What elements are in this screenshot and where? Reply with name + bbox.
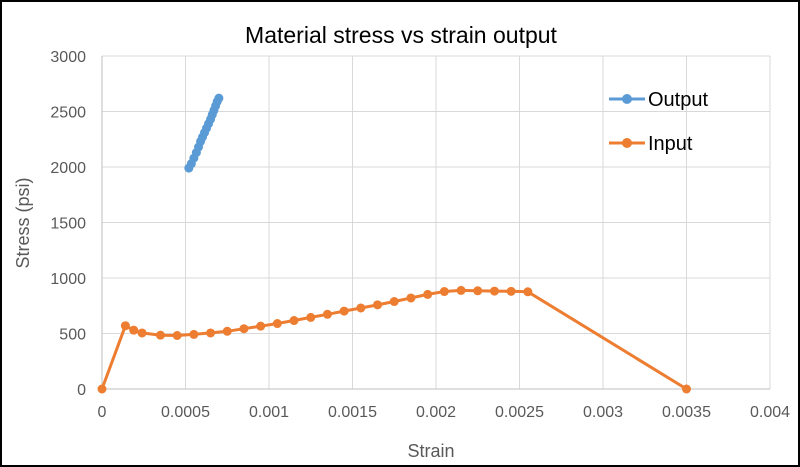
data-point-input: [506, 286, 516, 296]
y-axis-label: Stress (psi): [13, 177, 33, 268]
y-tick-label: 1500: [50, 216, 86, 233]
data-point-input: [473, 286, 483, 296]
data-point-input: [373, 300, 383, 310]
data-point-input: [339, 306, 349, 316]
legend-label: Input: [648, 133, 693, 155]
data-point-input: [172, 330, 182, 340]
data-point-input: [239, 324, 249, 334]
data-point-input: [256, 321, 266, 331]
legend-marker-swatch: [622, 94, 632, 104]
x-tick-label: 0.0035: [662, 404, 711, 421]
x-tick-label: 0.002: [416, 404, 456, 421]
legend-item-input: Input: [609, 133, 693, 155]
y-tick-label: 2500: [50, 105, 86, 122]
data-point-input: [306, 312, 316, 322]
data-point-input: [120, 321, 130, 331]
legend: Output Input: [609, 89, 708, 155]
data-point-input: [222, 326, 232, 336]
series-input: [97, 285, 691, 394]
data-point-output: [214, 93, 224, 103]
y-tick-labels: 0 500 1000 1500 2000 2500 3000: [50, 49, 86, 399]
y-tick-label: 3000: [50, 49, 86, 66]
y-tick-label: 500: [59, 327, 86, 344]
legend-item-output: Output: [609, 89, 708, 111]
data-point-input: [189, 329, 199, 339]
data-point-input: [97, 384, 107, 394]
data-point-input: [272, 319, 282, 329]
x-tick-labels: 0 0.0005 0.001 0.0015 0.002 0.0025 0.003 0.0035…: [98, 404, 791, 421]
x-tick-label: 0.0015: [328, 404, 377, 421]
gridlines: [101, 55, 771, 390]
x-tick-label: 0.0005: [161, 404, 210, 421]
series-output: [184, 93, 224, 173]
y-tick-label: 2000: [50, 160, 86, 177]
series-layer: [97, 93, 691, 394]
data-point-input: [682, 384, 691, 394]
data-point-input: [322, 309, 332, 319]
x-tick-label: 0: [98, 404, 107, 421]
x-axis-label: Strain: [407, 441, 454, 461]
x-tick-label: 0.001: [249, 404, 289, 421]
x-tick-label: 0.003: [583, 404, 623, 421]
data-point-input: [289, 316, 299, 326]
y-tick-label: 0: [77, 382, 86, 399]
y-tick-label: 1000: [50, 271, 86, 288]
data-point-input: [456, 285, 466, 295]
data-point-input: [489, 286, 499, 296]
data-point-input: [423, 289, 433, 299]
legend-label: Output: [648, 89, 708, 111]
data-point-input: [155, 330, 165, 340]
data-point-input: [389, 297, 399, 307]
series-line-input: [100, 288, 688, 391]
data-point-input: [356, 303, 366, 313]
data-point-input: [523, 287, 533, 297]
data-point-input: [129, 325, 139, 335]
data-point-input: [206, 328, 216, 338]
data-point-input: [406, 293, 416, 303]
legend-marker-swatch: [622, 138, 632, 148]
data-point-input: [137, 328, 147, 338]
x-tick-label: 0.0025: [495, 404, 544, 421]
data-point-input: [439, 287, 449, 297]
chart-title: Material stress vs strain output: [245, 22, 558, 48]
x-tick-label: 0.004: [750, 404, 790, 421]
